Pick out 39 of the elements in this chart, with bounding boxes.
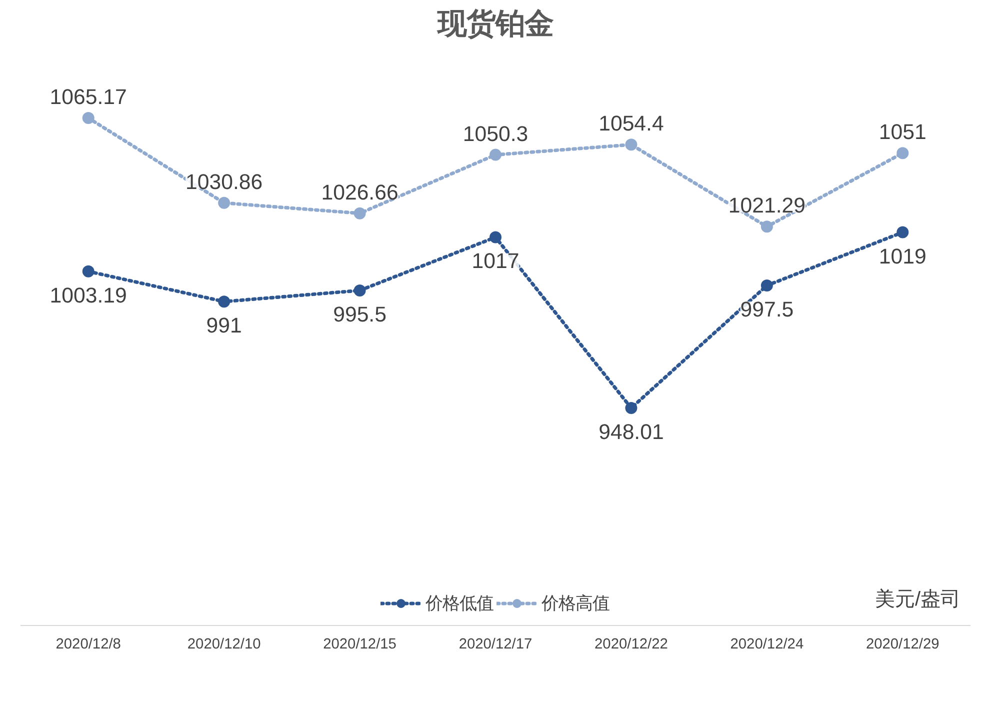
data-label: 1019 — [878, 244, 926, 268]
legend-label: 价格低值 — [426, 592, 494, 615]
data-label: 1003.19 — [50, 283, 127, 308]
data-label: 1017 — [472, 249, 520, 274]
x-tick-label: 2020/12/24 — [730, 636, 804, 652]
legend-label: 价格高值 — [542, 592, 610, 615]
point — [490, 231, 502, 244]
x-tick-label: 2020/12/17 — [458, 636, 532, 652]
point — [760, 220, 773, 233]
point — [218, 296, 230, 308]
x-tick-label: 2020/12/8 — [56, 636, 121, 652]
x-tick-label: 2020/12/29 — [866, 636, 940, 652]
data-label: 997.5 — [740, 298, 794, 322]
data-label: 1021.29 — [728, 194, 806, 218]
data-label: 1030.86 — [186, 170, 263, 194]
point — [354, 207, 366, 220]
chart-title: 现货铂金 — [436, 8, 554, 40]
text: 美元/盎司 — [874, 588, 961, 610]
data-label: 1065.17 — [50, 85, 127, 109]
point — [82, 112, 94, 124]
x-tick-label: 2020/12/10 — [187, 636, 261, 652]
point — [218, 196, 230, 209]
data-label: 995.5 — [333, 302, 386, 326]
x-tick-label: 2020/12/22 — [594, 636, 668, 652]
data-label: 1026.66 — [321, 180, 398, 204]
point — [490, 148, 502, 161]
point — [896, 226, 909, 238]
data-label: 1050.3 — [462, 122, 528, 146]
data-label: 948.01 — [598, 420, 664, 444]
x-tick-label: 2020/12/15 — [323, 636, 396, 652]
point — [896, 147, 909, 160]
data-label: 991 — [206, 314, 242, 338]
point — [760, 280, 773, 292]
data-label: 1051 — [878, 120, 926, 144]
point — [354, 284, 366, 296]
point — [625, 402, 638, 414]
point — [82, 265, 94, 278]
data-label: 1054.4 — [598, 112, 664, 136]
point — [625, 138, 638, 151]
